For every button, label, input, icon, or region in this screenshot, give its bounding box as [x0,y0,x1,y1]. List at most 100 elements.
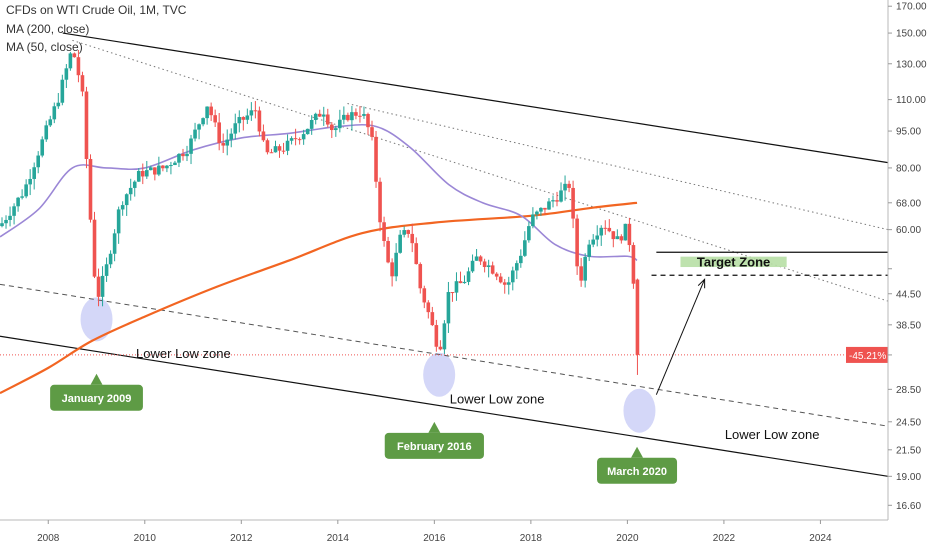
candle-body [325,114,330,125]
trendline-dotted-2 [347,103,889,231]
candle-body [510,270,515,283]
y-tick-label: 19.00 [896,472,921,483]
candle-body [559,190,563,202]
ma50-legend: MA (50, close) [6,40,83,54]
candle-body [269,152,274,154]
candle-body [153,167,157,175]
target-zone-box [680,256,787,268]
candle-body [229,133,234,140]
candle-body [506,282,511,285]
candle-body [543,207,547,210]
candle-body [494,273,499,277]
candle-body [430,312,435,326]
lower-low-zone-label-1: Lower Low zone [450,391,545,406]
y-tick-label: 80.00 [896,163,921,174]
candle-body [165,165,169,169]
candle-body [140,170,145,177]
candle-body [474,256,479,261]
candle-body [486,265,491,268]
candle-body [366,114,370,128]
callout-label-0: January 2009 [62,393,132,405]
candle-body [635,279,640,355]
candle-body [623,223,628,241]
candle-body [241,117,246,120]
candle-body [76,57,81,76]
candle-body [169,165,173,167]
trendline-dashed-3 [0,283,889,427]
x-tick-label: 2020 [616,533,639,544]
candle-body [261,131,266,141]
candle-body [563,183,567,191]
candle-body [201,118,205,125]
candle-body [603,227,608,229]
candle-body [338,119,342,129]
candle-body [354,112,358,116]
change-badge-label: -45.21% [849,351,886,362]
candle-body [587,244,591,257]
candle-body [478,256,483,262]
price-axis-panel [888,0,932,550]
candle-body [551,200,555,202]
candle-body [80,75,85,92]
candle-body [56,102,61,107]
candle-body [144,170,149,177]
candle-body [378,181,382,223]
moving-average-layer [0,123,638,395]
candle-body [531,214,535,227]
candle-body [20,196,24,198]
trendline-solid-0 [62,32,889,164]
candle-body [571,187,575,219]
x-tick-label: 2024 [809,533,832,544]
callout-box-2 [597,457,678,484]
chart-title: CFDs on WTI Crude Oil, 1M, TVC [6,3,187,17]
y-tick-label: 44.50 [896,289,921,300]
candle-body [321,114,326,117]
candle-body [454,281,459,293]
candle-body [44,125,49,140]
candle-body [257,110,262,132]
candle-body [289,138,294,141]
candle-body [555,200,559,202]
candle-body [136,170,141,182]
callout-box-1 [384,432,484,459]
candle-body [149,167,153,171]
candle-body [197,124,201,130]
candle-body [64,68,69,80]
x-tick-label: 2012 [230,533,253,544]
candle-body [104,264,109,276]
y-tick-label: 60.00 [896,225,921,236]
candle-body [72,53,77,58]
y-tick-label: 38.50 [896,320,921,331]
candle-body [0,223,4,227]
candle-body [24,184,28,197]
x-tick-label: 2014 [327,533,350,544]
target-zone-label: Target Zone [697,254,770,269]
candle-body [362,114,366,116]
candle-body [342,114,346,120]
candle-body [607,227,612,232]
candle-body [277,146,282,151]
y-tick-label: 170.00 [896,2,927,13]
candle-body [426,302,431,313]
y-tick-label: 24.50 [896,417,921,428]
candle-body [410,233,415,244]
trendline-solid-4 [0,335,889,477]
candle-body [422,288,427,303]
candle-body [4,219,8,224]
candle-body [193,129,197,139]
candle-body [458,281,463,284]
candle-body [514,263,519,271]
candle-body [547,201,551,210]
candle-body [406,230,411,234]
highlight-ellipse-0 [80,297,113,342]
candle-body [301,134,306,140]
candle-body [112,233,117,254]
candle-body [68,53,73,69]
change-badge-bg [846,346,888,363]
candle-body [334,128,338,131]
candle-body [350,112,354,121]
candle-body [450,292,455,294]
candle-body [209,106,213,116]
y-tick-label: 95.00 [896,127,921,138]
